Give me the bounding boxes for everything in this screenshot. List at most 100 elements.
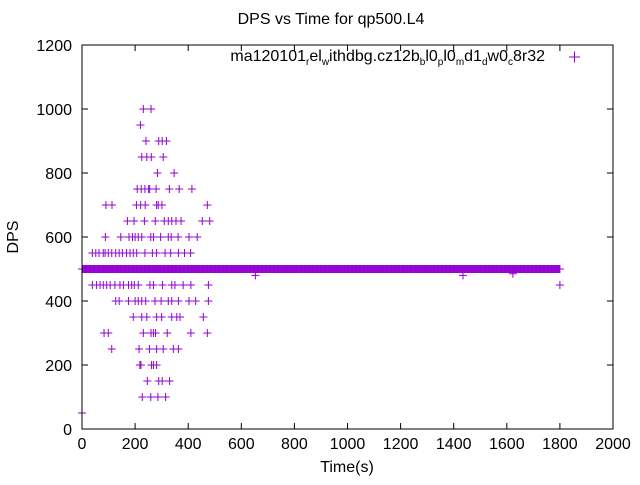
data-point xyxy=(115,297,124,305)
data-point xyxy=(149,281,158,289)
data-point xyxy=(187,185,196,193)
data-point xyxy=(141,201,150,209)
data-point xyxy=(163,329,172,337)
data-point xyxy=(186,249,195,257)
data-point xyxy=(135,345,144,353)
data-point xyxy=(140,249,149,257)
data-point xyxy=(193,233,202,241)
data-point xyxy=(141,137,150,145)
data-point xyxy=(158,377,167,385)
data-point xyxy=(138,393,147,401)
x-tick-label: 1200 xyxy=(383,436,419,453)
y-tick-label: 0 xyxy=(63,422,72,439)
data-point xyxy=(143,377,152,385)
data-point xyxy=(116,233,125,241)
data-point xyxy=(153,393,162,401)
data-point xyxy=(147,105,156,113)
data-point xyxy=(508,269,517,278)
data-point xyxy=(167,233,176,241)
data-point xyxy=(149,233,158,241)
data-point xyxy=(158,281,167,289)
y-axis-label: DPS xyxy=(5,221,22,254)
data-point xyxy=(203,329,212,337)
data-point xyxy=(205,217,214,225)
data-point xyxy=(101,233,110,241)
data-point xyxy=(191,297,200,305)
data-point xyxy=(130,217,139,225)
y-tick-label: 400 xyxy=(45,294,72,311)
data-point xyxy=(204,281,213,289)
data-point xyxy=(165,377,174,385)
data-point xyxy=(108,201,117,209)
data-point xyxy=(198,217,207,225)
x-tick-label: 1400 xyxy=(436,436,472,453)
data-point xyxy=(141,297,150,305)
data-point xyxy=(136,121,145,129)
x-tick-label: 0 xyxy=(78,436,87,453)
data-point xyxy=(152,361,161,369)
x-axis-label: Time(s) xyxy=(320,459,374,476)
x-tick-label: 2000 xyxy=(595,436,631,453)
y-tick-label: 600 xyxy=(45,230,72,247)
data-point xyxy=(129,313,138,321)
data-point xyxy=(203,201,212,209)
x-tick-label: 200 xyxy=(122,436,149,453)
data-point xyxy=(152,249,161,257)
data-point xyxy=(142,313,151,321)
data-point xyxy=(170,169,179,177)
plot-frame xyxy=(81,44,614,430)
legend-label: ma120101relwithdbg.cz12bbl0pl0md1dw0c8r3… xyxy=(230,48,545,68)
data-point xyxy=(152,185,161,193)
data-point xyxy=(166,249,175,257)
y-tick-label: 800 xyxy=(45,166,72,183)
axis-ticks: 0 200 400 600 800 1000 1200 1400 1600 1800 2000 0 20… xyxy=(36,38,630,453)
data-point xyxy=(159,345,168,353)
data-point xyxy=(199,313,208,321)
data-point xyxy=(458,271,467,280)
data-point xyxy=(204,297,213,305)
data-point xyxy=(139,329,148,337)
data-point xyxy=(153,169,162,177)
data-point xyxy=(170,281,179,289)
x-tick-label: 1600 xyxy=(489,436,525,453)
data-points xyxy=(78,105,564,417)
data-point xyxy=(175,185,184,193)
data-point xyxy=(151,329,160,337)
data-point xyxy=(174,345,183,353)
legend-marker xyxy=(569,51,580,63)
x-tick-label: 600 xyxy=(228,436,255,453)
data-point xyxy=(137,233,146,241)
data-point xyxy=(251,271,260,280)
data-point xyxy=(134,281,143,289)
data-point xyxy=(157,313,166,321)
data-point xyxy=(139,105,148,113)
data-point xyxy=(186,281,195,289)
data-point xyxy=(151,217,160,225)
data-point xyxy=(107,345,116,353)
data-point xyxy=(179,281,188,289)
data-point xyxy=(162,137,171,145)
y-tick-label: 200 xyxy=(45,358,72,375)
data-point xyxy=(132,249,141,257)
data-point xyxy=(159,153,168,161)
data-point xyxy=(174,233,183,241)
data-point xyxy=(136,361,145,369)
chart-title: DPS vs Time for qp500.L4 xyxy=(238,11,425,28)
data-point xyxy=(177,217,186,225)
data-point xyxy=(156,233,165,241)
data-point xyxy=(184,233,193,241)
y-tick-label: 1200 xyxy=(36,38,72,55)
data-point xyxy=(145,345,154,353)
x-tick-label: 1000 xyxy=(330,436,366,453)
data-point xyxy=(555,281,564,289)
data-point xyxy=(140,217,149,225)
x-tick-label: 1800 xyxy=(542,436,578,453)
data-point xyxy=(175,313,184,321)
data-point xyxy=(186,329,195,337)
x-tick-label: 400 xyxy=(175,436,202,453)
data-point xyxy=(157,201,166,209)
data-point xyxy=(104,329,113,337)
x-tick-label: 800 xyxy=(281,436,308,453)
data-point xyxy=(161,393,170,401)
